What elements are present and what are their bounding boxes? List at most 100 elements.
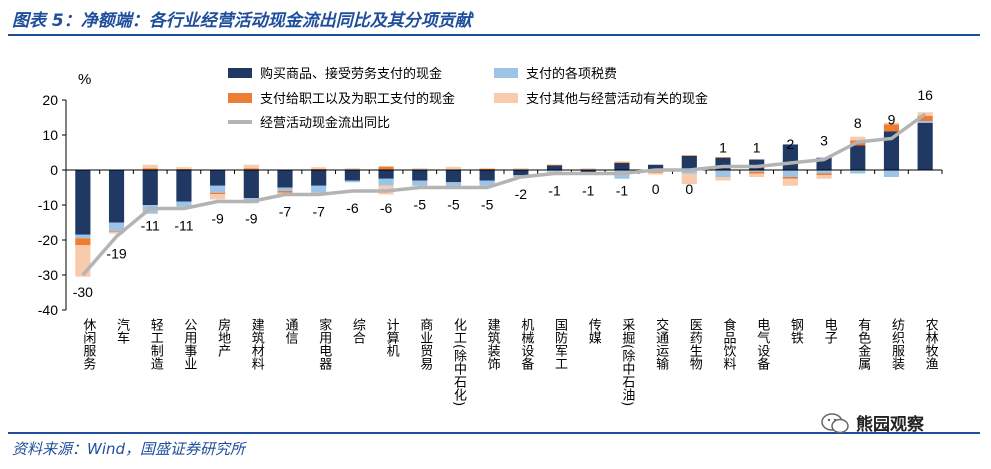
- bar-segment: [681, 156, 697, 170]
- bar-segment: [311, 170, 327, 186]
- x-tick-label: 钢铁: [788, 318, 804, 344]
- bar-segment: [749, 170, 765, 172]
- bar-segment: [883, 122, 900, 125]
- bar-segment: [614, 163, 630, 170]
- bar-segment: [378, 166, 394, 170]
- bar-segment: [445, 170, 462, 183]
- bar-segment: [75, 170, 91, 235]
- series-line: [81, 112, 927, 277]
- bar-segment: [883, 124, 900, 132]
- bar-segment: [344, 168, 360, 170]
- x-tick-label: 农林牧渔: [923, 318, 939, 370]
- bar-segment: [681, 173, 697, 184]
- bar-segment: [210, 192, 226, 195]
- legend-label: 支付给职工以及为职工支付的现金: [260, 91, 455, 107]
- legend-label: 支付的各项税费: [526, 66, 617, 82]
- bar-segment: [378, 170, 394, 179]
- bar-segment: [715, 177, 731, 181]
- data-label: 1: [753, 140, 761, 156]
- bar-segment: [108, 231, 125, 234]
- x-tick-label: 家用电器: [316, 317, 332, 371]
- x-tick-label: 商业贸易: [417, 318, 433, 371]
- x-tick-label: 交通运输: [653, 317, 669, 370]
- bar-segment: [850, 136, 866, 141]
- bar-segment: [513, 168, 529, 170]
- x-tick-labels: 休闲服务 汽车 轻工制造 公用事业 房地产 建筑材料 通信 家用电器 综合 计算机 商业贸易 化工(除…: [80, 317, 938, 406]
- figure-title: 图表 5：净额端：各行业经营活动现金流出同比及其分项贡献: [12, 11, 472, 31]
- bar-segment: [311, 168, 327, 170]
- bar-segment: [142, 164, 158, 169]
- x-tick-label: 汽车: [114, 318, 129, 344]
- y-tick-label: -30: [38, 267, 58, 283]
- bar-segment: [479, 168, 495, 170]
- source-note: 资料来源：Wind，国盛证券研究所: [12, 440, 246, 458]
- x-tick-label: 公用事业: [181, 318, 197, 370]
- bar-segment: [142, 170, 158, 205]
- bar-segment: [850, 145, 866, 170]
- bar-segment: [210, 194, 226, 200]
- data-label: -6: [346, 200, 359, 216]
- bar-segment: [883, 131, 900, 170]
- bar-segment: [648, 172, 664, 175]
- bar-segment: [277, 170, 293, 188]
- y-tick-label: 0: [50, 162, 58, 178]
- bar-segment: [445, 182, 462, 188]
- bar-segment: [75, 238, 91, 246]
- bar-segment: [142, 168, 158, 170]
- data-label: -7: [279, 204, 292, 220]
- data-label: -5: [481, 197, 494, 213]
- data-label: 9: [888, 112, 896, 128]
- x-tick-label: 化工(除中石化): [451, 318, 467, 406]
- data-label: 16: [917, 87, 933, 103]
- bar-segment: [479, 167, 495, 169]
- x-tick-label: 休闲服务: [80, 318, 96, 370]
- y-tick-label: -40: [38, 302, 58, 318]
- x-tick-label: 国防军工: [552, 318, 568, 370]
- x-tick-label: 轻工制造: [148, 318, 164, 371]
- bar-segment: [243, 164, 259, 169]
- data-label: 0: [685, 181, 693, 197]
- data-label: 1: [719, 140, 727, 156]
- bar-segment: [614, 161, 630, 163]
- bar-segment: [546, 165, 563, 170]
- bar-segment: [311, 167, 327, 169]
- data-label: -2: [515, 186, 528, 202]
- data-label: -11: [174, 218, 193, 234]
- bar-segment: [412, 170, 428, 181]
- legend-label: 购买商品、接受劳务支付的现金: [260, 66, 442, 82]
- y-tick-label: -20: [38, 232, 58, 248]
- bar-segment: [917, 115, 933, 121]
- x-tick-label: 建筑材料: [249, 318, 265, 370]
- bars-layer: [75, 112, 933, 277]
- data-label: -7: [312, 204, 325, 220]
- x-tick-label: 综合: [350, 318, 366, 344]
- bar-segment: [883, 170, 900, 177]
- data-label: -11: [141, 218, 160, 234]
- data-label: 0: [652, 181, 660, 197]
- data-label: -30: [73, 284, 93, 300]
- data-label: -9: [211, 211, 224, 227]
- x-tick-label: 通信: [283, 318, 299, 344]
- x-tick-label: 房地产: [215, 317, 231, 358]
- bar-segment: [749, 171, 765, 174]
- bar-segment: [479, 180, 495, 186]
- x-tick-label: 电子: [822, 318, 838, 344]
- bar-segment: [782, 170, 798, 177]
- bar-segment: [75, 234, 91, 239]
- data-label: 2: [786, 136, 794, 152]
- legend-label: 经营活动现金流出同比: [260, 115, 390, 131]
- x-tick-label: 采掘(除中石油): [619, 318, 635, 406]
- data-label: -5: [414, 197, 427, 213]
- bar-segment: [715, 157, 731, 158]
- x-tick-label: 电气设备: [754, 318, 770, 371]
- bar-segment: [681, 170, 697, 174]
- data-label: -1: [582, 183, 595, 199]
- bar-segment: [108, 231, 125, 232]
- bar-segment: [782, 178, 798, 186]
- bar-segment: [378, 178, 394, 186]
- bar-segment: [176, 168, 192, 170]
- data-label: -5: [447, 197, 460, 213]
- x-tick-label: 食品饮料: [721, 317, 737, 370]
